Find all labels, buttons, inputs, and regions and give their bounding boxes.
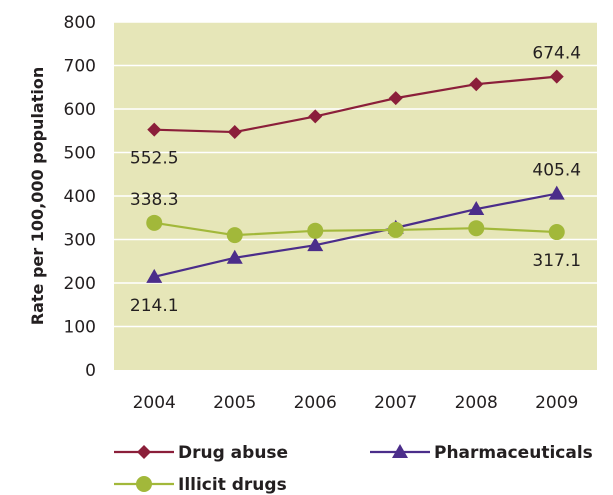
data-label: 317.1 [532,251,581,271]
data-point [226,227,243,244]
x-tick-label: 2007 [374,393,417,413]
y-tick-label: 200 [64,274,96,294]
series-drug-abuse [147,69,564,140]
data-point [468,201,485,216]
data-labels: 552.5 674.4 214.1 405.4 338.3 317.1 [130,44,581,316]
gridlines [114,21,597,328]
series-line [153,192,557,278]
x-tick-label: 2008 [455,393,498,413]
legend-label: Drug abuse [178,443,288,463]
legend-item: Drug abuse [114,443,288,463]
data-point [548,185,565,200]
y-axis-ticks: 0 100 200 300 400 500 600 700 800 [64,13,96,381]
data-label: 214.1 [130,296,179,316]
data-label: 338.3 [130,190,179,210]
data-point [387,221,404,238]
y-tick-label: 600 [64,100,96,120]
legend-marker [392,444,408,458]
data-point [548,224,565,241]
legend-item: Pharmaceuticals [370,443,593,463]
data-point [147,122,162,137]
data-label: 674.4 [532,44,581,64]
y-tick-label: 700 [64,57,96,77]
data-point [468,220,485,237]
y-tick-label: 800 [64,13,96,33]
legend-marker [136,476,152,492]
data-point [146,214,163,231]
data-label: 552.5 [130,149,179,169]
y-tick-label: 500 [64,144,96,164]
series-layer [146,69,565,283]
legend-label: Illicit drugs [178,475,287,495]
data-point [469,77,484,92]
y-tick-label: 0 [85,361,96,381]
legend-item: Illicit drugs [114,475,287,495]
x-tick-label: 2009 [535,393,578,413]
x-tick-label: 2005 [213,393,256,413]
data-point [307,237,324,252]
series-illicit-drugs [146,214,565,244]
data-point [549,69,564,84]
data-point [227,125,242,140]
legend: Drug abuse Pharmaceuticals Illicit drugs [114,443,593,495]
data-point [388,91,403,106]
y-tick-label: 400 [64,187,96,207]
data-point [146,268,163,283]
series-line [154,221,557,237]
y-tick-label: 300 [64,231,96,251]
x-axis-ticks: 2004 2005 2006 2007 2008 2009 [133,393,579,413]
x-tick-label: 2004 [133,393,176,413]
data-point [307,222,324,239]
data-label: 405.4 [532,161,581,181]
data-point [226,249,243,264]
legend-label: Pharmaceuticals [434,443,593,463]
data-point [308,109,323,124]
y-axis-label: Rate per 100,000 population [28,67,47,325]
y-tick-label: 100 [64,318,96,338]
x-tick-label: 2006 [294,393,337,413]
series-line [154,75,557,134]
series-pharmaceuticals [146,185,565,283]
legend-marker [137,445,151,459]
